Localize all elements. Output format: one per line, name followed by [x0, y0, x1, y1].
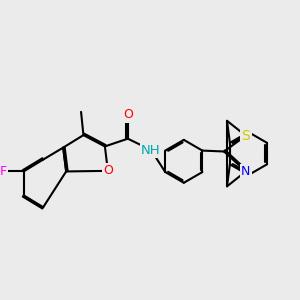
Text: N: N: [241, 165, 250, 178]
Text: S: S: [242, 129, 250, 143]
Text: F: F: [0, 165, 7, 178]
Text: O: O: [123, 108, 133, 122]
Text: NH: NH: [141, 143, 161, 157]
Text: O: O: [103, 164, 113, 177]
